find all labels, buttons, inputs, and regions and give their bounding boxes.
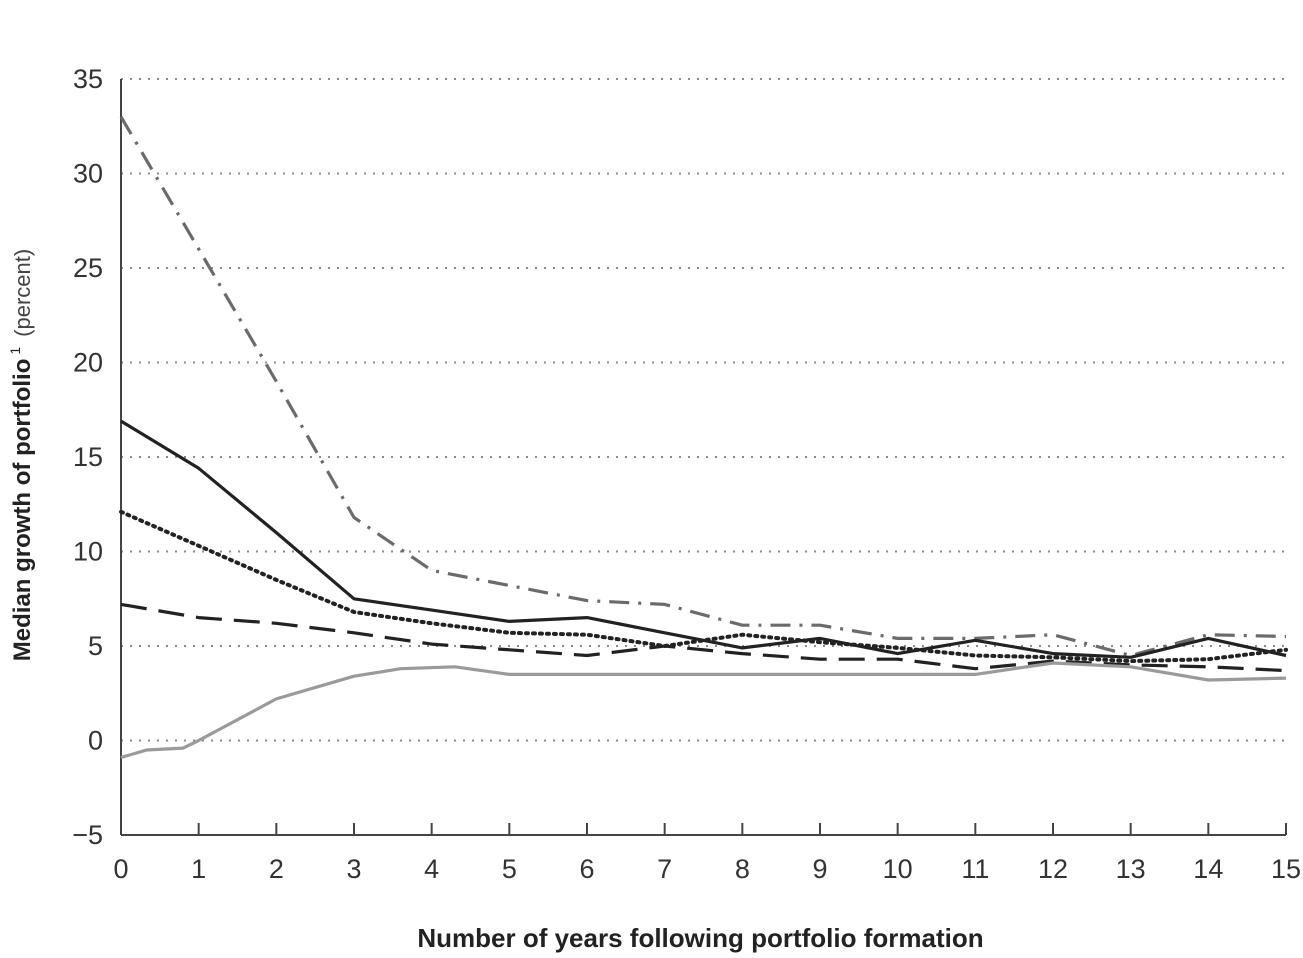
x-tick-label: 1 (191, 854, 206, 884)
x-tick-label: 13 (1116, 854, 1146, 884)
x-tick-label: 3 (346, 854, 361, 884)
y-tick-label: 10 (73, 537, 103, 567)
y-tick-label: −5 (72, 820, 103, 850)
x-tick-label: 9 (812, 854, 827, 884)
x-axis-label: Number of years following portfolio form… (417, 923, 983, 953)
x-tick-label: 15 (1271, 854, 1301, 884)
x-tick-label: 2 (269, 854, 284, 884)
y-axis-label-main: Median growth of portfolio (9, 359, 36, 662)
x-tick-label: 5 (502, 854, 517, 884)
x-tick-label: 6 (579, 854, 594, 884)
axes (120, 79, 1286, 836)
y-tick-label: 20 (73, 348, 103, 378)
y-tick-label: 5 (88, 631, 103, 661)
data-series (119, 115, 1288, 760)
x-tick-label: 7 (657, 854, 672, 884)
y-tick-label: 35 (73, 64, 103, 94)
series-line-dashdot-0 (119, 115, 1287, 658)
x-tick-label: 10 (883, 854, 913, 884)
y-tick-label: 15 (73, 442, 103, 472)
x-tick-label: 4 (424, 854, 439, 884)
x-tick-label: 14 (1193, 854, 1223, 884)
x-tick-label: 12 (1038, 854, 1068, 884)
y-tick-label: 30 (73, 159, 103, 189)
y-tick-label: 25 (73, 253, 103, 283)
series-line-dashed-3 (120, 602, 1287, 673)
x-tick-label: 11 (961, 854, 989, 884)
x-tick-label: 8 (735, 854, 750, 884)
series-line-solid-4 (120, 661, 1287, 760)
y-axis-label-superscript: 1 (7, 347, 23, 355)
y-axis-label: Median growth of portfolio 1 (percent) (7, 249, 36, 661)
x-tick-label: 0 (113, 854, 128, 884)
series-line-dotted-2 (119, 509, 1288, 664)
y-axis-label-unit: (percent) (10, 249, 35, 337)
y-tick-label: 0 (88, 726, 103, 756)
